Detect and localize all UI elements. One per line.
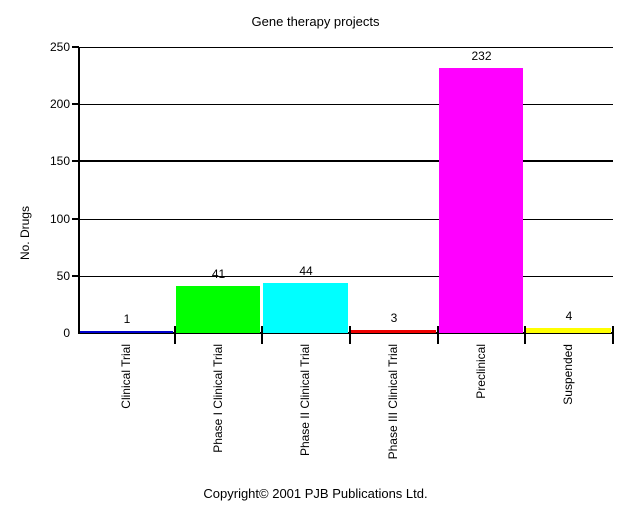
gridline [79,219,613,220]
x-tick [174,326,176,344]
y-tick-label: 250 [49,40,70,54]
y-tick-label: 150 [49,154,70,168]
y-axis-line [78,47,80,334]
x-tick [524,326,526,344]
bar [80,331,173,333]
x-tick [349,326,351,344]
y-tick-label: 200 [49,97,70,111]
gridline [79,47,613,48]
y-tick [72,218,79,220]
x-tick [612,326,614,344]
x-tick [261,326,263,344]
bar-value-label: 1 [123,312,131,326]
gridline [79,276,613,277]
y-tick-label: 100 [49,212,70,226]
x-category-label: Preclinical [473,344,488,399]
y-axis-title: No. Drugs [18,206,32,261]
bar-value-label: 232 [471,49,492,63]
y-tick-label: 0 [63,326,70,340]
bar [176,286,260,333]
copyright-text: Copyright© 2001 PJB Publications Ltd. [203,486,428,501]
bar [263,283,348,333]
bar-value-label: 44 [299,264,313,278]
y-tick [72,275,79,277]
x-tick [437,326,439,344]
x-category-label: Phase II Clinical Trial [298,344,312,457]
bar [351,330,436,333]
chart-title: Gene therapy projects [251,14,380,29]
bar-value-label: 41 [211,267,226,281]
y-tick [72,103,79,105]
y-tick-label: 50 [56,269,70,283]
x-category-label: Clinical Trial [119,344,133,409]
x-category-label: Suspended [561,344,575,405]
gridline [79,160,613,162]
x-category-label: Phase I Clinical Trial [210,344,225,453]
y-tick [72,160,79,162]
bar [439,68,523,333]
bar [526,328,611,333]
gridline [79,104,613,105]
x-axis-line [78,332,613,334]
x-category-label: Phase III Clinical Trial [386,344,400,460]
bar-value-label: 3 [390,311,398,325]
y-tick [72,46,79,48]
bar-value-label: 4 [565,309,573,323]
